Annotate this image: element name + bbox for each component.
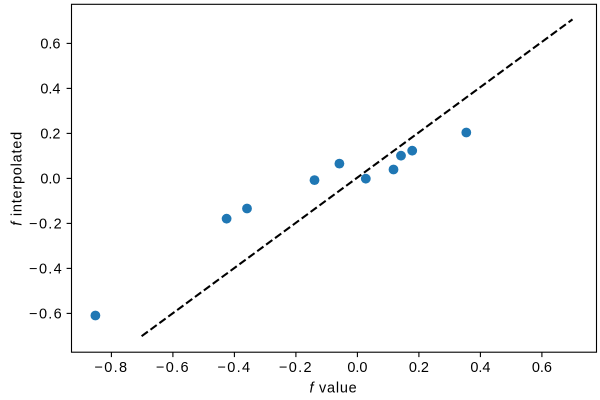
svg-text:0.2: 0.2 [409, 360, 429, 376]
svg-text:−0.6: −0.6 [156, 360, 190, 376]
svg-text:−0.4: −0.4 [29, 261, 63, 277]
svg-text:0.4: 0.4 [40, 81, 60, 97]
svg-text:f interpolated: f interpolated [10, 131, 26, 226]
svg-text:−0.2: −0.2 [29, 216, 63, 232]
svg-text:−0.6: −0.6 [29, 306, 63, 322]
svg-text:0.6: 0.6 [40, 36, 60, 52]
svg-text:0.0: 0.0 [40, 171, 60, 187]
svg-text:0.0: 0.0 [347, 360, 367, 376]
svg-text:−0.4: −0.4 [217, 360, 251, 376]
svg-text:0.6: 0.6 [532, 360, 552, 376]
svg-text:0.4: 0.4 [470, 360, 490, 376]
svg-text:0.2: 0.2 [40, 126, 60, 142]
svg-text:−0.8: −0.8 [94, 360, 128, 376]
svg-text:f value: f value [310, 380, 358, 396]
svg-text:−0.2: −0.2 [279, 360, 313, 376]
